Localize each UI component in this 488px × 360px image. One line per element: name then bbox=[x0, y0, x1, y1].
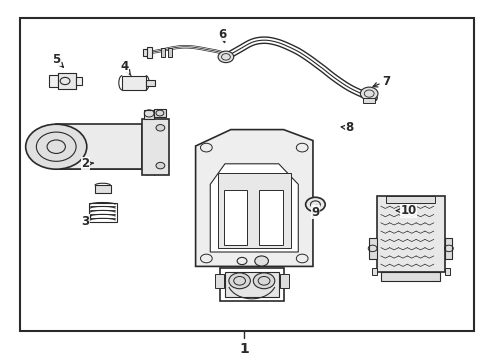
Bar bbox=[215, 274, 224, 288]
Text: 2: 2 bbox=[81, 157, 93, 170]
Bar bbox=[259, 190, 282, 245]
Circle shape bbox=[26, 124, 87, 169]
Bar bbox=[217, 173, 290, 248]
Bar bbox=[76, 77, 82, 85]
Bar bbox=[95, 185, 110, 193]
Bar bbox=[161, 48, 165, 57]
Bar bbox=[20, 18, 473, 331]
Circle shape bbox=[254, 256, 268, 266]
Bar bbox=[386, 196, 434, 203]
Bar bbox=[154, 109, 166, 117]
Circle shape bbox=[218, 51, 233, 63]
Text: 6: 6 bbox=[218, 28, 226, 42]
Bar bbox=[168, 48, 172, 57]
Bar bbox=[371, 268, 376, 275]
Text: 9: 9 bbox=[311, 205, 319, 219]
Bar bbox=[381, 272, 439, 281]
Text: 3: 3 bbox=[81, 215, 91, 228]
Bar bbox=[146, 47, 151, 58]
Circle shape bbox=[228, 273, 250, 289]
Circle shape bbox=[305, 197, 325, 212]
Bar bbox=[224, 272, 278, 297]
Bar bbox=[58, 73, 76, 89]
Bar bbox=[363, 98, 374, 103]
Text: 8: 8 bbox=[341, 121, 353, 134]
Bar bbox=[142, 49, 151, 56]
Bar bbox=[280, 274, 288, 288]
Circle shape bbox=[156, 125, 164, 131]
Bar bbox=[56, 124, 142, 169]
Circle shape bbox=[360, 87, 377, 100]
Text: 1: 1 bbox=[239, 342, 249, 356]
Bar bbox=[444, 238, 451, 259]
Polygon shape bbox=[210, 164, 298, 252]
Text: 7: 7 bbox=[372, 75, 389, 87]
Circle shape bbox=[253, 273, 274, 289]
Bar bbox=[49, 75, 58, 87]
Bar bbox=[368, 238, 376, 259]
Bar bbox=[145, 80, 154, 86]
Circle shape bbox=[156, 162, 164, 169]
Polygon shape bbox=[195, 130, 312, 266]
Bar bbox=[376, 196, 444, 272]
Bar bbox=[444, 268, 449, 275]
Bar bbox=[88, 203, 117, 222]
Bar bbox=[122, 76, 145, 90]
Text: 5: 5 bbox=[52, 53, 63, 67]
Bar bbox=[142, 119, 168, 175]
Text: 4: 4 bbox=[121, 60, 131, 76]
Bar bbox=[224, 190, 247, 245]
Bar bbox=[144, 110, 154, 119]
Text: 10: 10 bbox=[395, 204, 416, 217]
Bar bbox=[220, 268, 283, 301]
